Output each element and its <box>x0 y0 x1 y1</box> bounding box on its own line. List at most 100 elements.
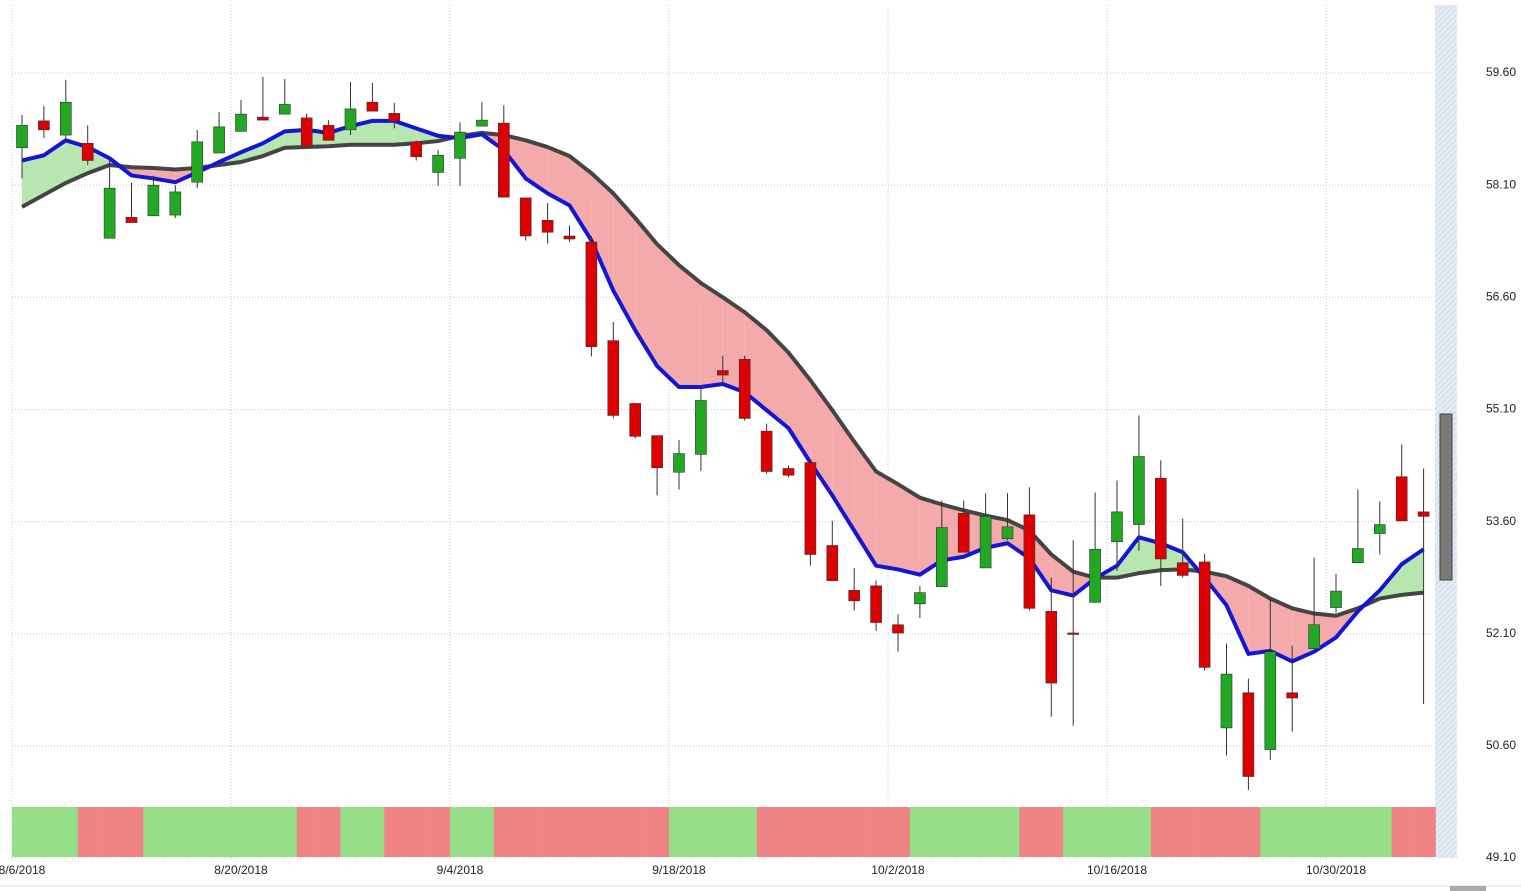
ma-fill <box>328 126 351 147</box>
signal-cell <box>734 807 757 857</box>
signal-cell <box>1369 807 1392 857</box>
candle-body <box>673 453 685 473</box>
y-tick-label: 52.10 <box>1486 626 1516 640</box>
ma-fill <box>613 193 636 331</box>
candle-body <box>585 241 598 347</box>
signal-cell <box>296 807 319 857</box>
candle-body <box>213 126 225 154</box>
ma-fill <box>876 471 898 570</box>
candle-body <box>760 430 773 472</box>
candle-body <box>147 184 160 217</box>
signal-cell <box>603 807 626 857</box>
ma-fill <box>591 173 614 291</box>
signal-cell <box>1063 807 1086 857</box>
ma-fill <box>898 484 920 575</box>
signal-cell <box>537 807 560 857</box>
candle-body <box>607 340 620 416</box>
y-tick-label: 50.60 <box>1486 738 1516 752</box>
signal-cell <box>866 807 889 857</box>
signal-cell <box>953 807 976 857</box>
candle-body <box>257 116 269 121</box>
candle-body <box>541 220 554 233</box>
ma-fill <box>569 156 592 241</box>
signal-cell <box>1128 807 1152 857</box>
candle-body <box>1308 624 1320 649</box>
candle-body <box>410 141 423 158</box>
ma-fill <box>372 120 395 145</box>
signal-cell <box>712 807 735 857</box>
ma-fill <box>1226 576 1249 654</box>
x-tick-label: 8/20/2018 <box>214 863 268 877</box>
y-tick-label: 58.10 <box>1486 177 1516 191</box>
signal-cell <box>1391 807 1414 857</box>
candle-body <box>103 187 116 239</box>
ma-fill <box>700 283 723 388</box>
signal-cell <box>471 807 495 857</box>
y-tick-label: 49.10 <box>1486 850 1516 864</box>
signal-cell <box>1238 807 1261 857</box>
candle-body <box>497 122 510 198</box>
signal-cell <box>1347 807 1371 857</box>
signal-cell <box>1413 807 1436 857</box>
candle-body <box>388 113 401 122</box>
ma-fill <box>22 155 44 207</box>
signal-cell <box>581 807 604 857</box>
candle-body <box>1352 548 1364 564</box>
signal-cell <box>428 807 451 857</box>
signal-cell <box>165 807 188 857</box>
x-tick-label: 10/30/2018 <box>1306 863 1366 877</box>
ma-fill <box>547 147 570 206</box>
signal-cell <box>187 807 210 857</box>
signal-cell <box>1041 807 1064 857</box>
candle-body <box>738 359 751 419</box>
ma-fill <box>1248 585 1271 654</box>
candle-body <box>1198 561 1211 668</box>
signal-cell <box>1019 807 1042 857</box>
candle-body <box>979 516 992 569</box>
ma-fill <box>657 244 679 388</box>
candle-body <box>476 119 488 127</box>
signal-cell <box>1085 807 1108 857</box>
candle-body <box>1001 526 1014 540</box>
signal-cell <box>318 807 341 857</box>
candle-body <box>1067 632 1079 635</box>
ma-fill <box>854 441 877 566</box>
signal-cell <box>931 807 954 857</box>
signal-cell <box>231 807 254 857</box>
signal-cell <box>450 807 473 857</box>
candle-body <box>454 131 466 159</box>
signal-cell <box>1304 807 1327 857</box>
candle-body <box>957 513 970 553</box>
signal-cell <box>800 807 823 857</box>
signal-cell <box>274 807 297 857</box>
ma-fill <box>635 218 658 367</box>
candle-body <box>16 125 28 149</box>
signal-cell <box>669 807 692 857</box>
y-tick-label: 53.60 <box>1486 514 1516 528</box>
candle-body <box>695 400 707 455</box>
signal-cell <box>822 807 845 857</box>
signal-cell <box>362 807 385 857</box>
ma-fill <box>43 140 66 195</box>
candle-body <box>935 527 948 587</box>
candle-body <box>432 154 444 173</box>
signal-cell <box>209 807 232 857</box>
signal-cell <box>975 807 998 857</box>
candle-body <box>300 117 313 147</box>
signal-cell <box>77 807 100 857</box>
signal-cell <box>844 807 867 857</box>
candle-body <box>1023 514 1036 609</box>
signal-cell <box>690 807 714 857</box>
candle-body <box>235 113 247 132</box>
ma-fill <box>262 131 285 157</box>
candle-body <box>1395 476 1408 522</box>
candle-body <box>826 545 839 581</box>
ma-fill <box>766 330 789 429</box>
signal-cell <box>12 807 35 857</box>
candle-body <box>1133 456 1145 525</box>
signal-cell <box>515 807 538 857</box>
candle-body <box>1417 511 1430 517</box>
candle-body <box>892 624 904 634</box>
y-tick-label: 55.10 <box>1486 402 1516 416</box>
signal-cell <box>559 807 582 857</box>
